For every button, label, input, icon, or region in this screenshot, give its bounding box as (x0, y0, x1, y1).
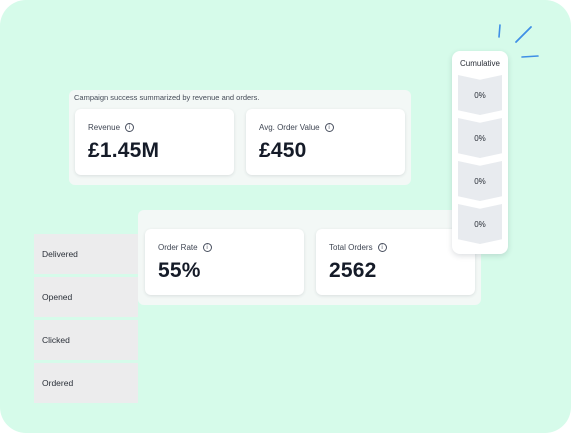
total-orders-label: Total Orders (329, 243, 373, 252)
funnel-step-opened[interactable]: Opened (34, 277, 138, 317)
summary-caption: Campaign success summarized by revenue a… (74, 93, 260, 102)
funnel-step-ordered[interactable]: Ordered (34, 363, 138, 403)
order-rate-card: Order Rate i 55% (145, 229, 304, 295)
funnel-step-delivered[interactable]: Delivered (34, 234, 138, 274)
avg-order-value-label: Avg. Order Value (259, 123, 320, 132)
cumulative-column: Cumulative 0% 0% 0% 0% (452, 51, 508, 254)
avg-order-value-value: £450 (259, 139, 307, 162)
revenue-label: Revenue (88, 123, 121, 132)
funnel-step-label: Opened (42, 292, 73, 302)
order-rate-value: 55% (158, 259, 201, 282)
info-icon[interactable]: i (377, 243, 387, 252)
funnel-step-label: Ordered (42, 378, 74, 388)
cumulative-cell: 0% (458, 161, 502, 201)
total-orders-card: Total Orders i 2562 (316, 229, 475, 295)
revenue-value: £1.45M (88, 139, 160, 162)
cumulative-cell: 0% (458, 204, 502, 244)
revenue-card: Revenue i £1.45M (75, 109, 234, 175)
funnel-step-label: Clicked (42, 335, 70, 345)
funnel-step-clicked[interactable]: Clicked (34, 320, 138, 360)
avg-order-value-card: Avg. Order Value i £450 (246, 109, 405, 175)
cumulative-title: Cumulative (459, 59, 500, 68)
info-icon[interactable]: i (125, 123, 135, 132)
info-icon[interactable]: i (202, 243, 212, 252)
info-icon[interactable]: i (324, 123, 334, 132)
cumulative-cell: 0% (458, 118, 502, 158)
orders-panel: Order Rate i 55% Total Orders i 2562 (138, 210, 481, 305)
total-orders-value: 2562 (329, 259, 377, 282)
summary-panel: Campaign success summarized by revenue a… (69, 90, 411, 185)
sparkle-icon (498, 24, 539, 58)
order-rate-label: Order Rate (158, 243, 198, 252)
funnel-step-label: Delivered (42, 249, 78, 259)
cumulative-cell: 0% (458, 75, 502, 115)
